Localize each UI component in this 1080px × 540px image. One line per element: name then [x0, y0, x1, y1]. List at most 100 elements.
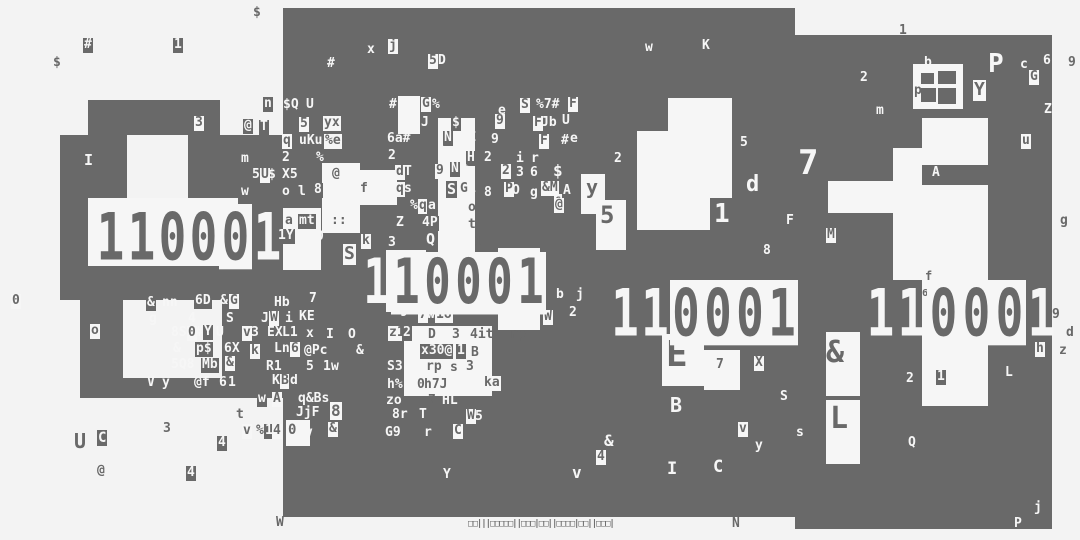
glyph-ce: CE — [328, 198, 344, 213]
white-patch — [596, 200, 626, 250]
glyph-ka: ka — [483, 375, 501, 391]
glyph-b: B — [280, 373, 290, 389]
glyph-z: Z — [468, 130, 476, 145]
glyph-f: F — [786, 213, 794, 228]
glyph-w: w — [331, 359, 339, 374]
white-patch — [398, 96, 420, 134]
glyph-o: o — [282, 184, 290, 199]
glyph-z: Z — [396, 215, 404, 230]
glyph-8: 8 — [330, 401, 342, 421]
glyph-1: 1 — [227, 375, 237, 391]
glyph-r1: R1 — [266, 359, 282, 374]
glyph-4: 4 — [468, 183, 476, 198]
white-patch — [922, 118, 988, 165]
glyph-z: z — [1059, 343, 1067, 358]
glyph-q: Q — [425, 230, 437, 249]
glyph-: @ — [331, 166, 341, 182]
glyph-q: q — [395, 181, 405, 197]
glyph-f: F — [539, 133, 549, 149]
glyph-v: v — [242, 325, 252, 341]
glyph-1: 1 — [322, 359, 332, 375]
glyph-nn: nn — [162, 295, 178, 310]
glyph-: @ — [97, 463, 105, 478]
glyph-5: 5 — [428, 53, 438, 69]
glyph-5: 5 — [600, 201, 615, 229]
glyph-b: B — [471, 345, 479, 360]
glyph-7: 7 — [428, 393, 436, 408]
glyph-v: v — [572, 463, 582, 482]
glyph-j1: j1 — [437, 144, 456, 162]
glyph-d: d — [746, 172, 760, 197]
glyph-h: H — [466, 150, 476, 166]
glyph-0: 0 — [316, 229, 324, 244]
glyph-l1: L1 — [282, 325, 298, 340]
big-digit: 0 — [702, 280, 734, 346]
glyph-5q8: 5Q8 — [171, 357, 195, 372]
glyph-w: W — [269, 310, 279, 326]
glyph-rp: rp — [426, 359, 442, 374]
glyph-7: 7 — [716, 357, 724, 372]
glyph-d: D — [438, 53, 446, 68]
glyph-6d: 6D — [194, 293, 212, 309]
glyph-c: C — [713, 457, 724, 477]
glyph-6: 6 — [922, 288, 929, 299]
glyph-g: G — [1029, 69, 1039, 85]
glyph-s: s — [404, 181, 412, 196]
glyph-b: b — [924, 55, 932, 70]
glyph-d: d — [395, 164, 405, 180]
glyph-8r: 8r — [391, 407, 409, 423]
window-grid-icon — [938, 88, 956, 104]
glyph-p: P — [504, 181, 514, 197]
glyph-: & — [146, 295, 156, 311]
glyph-: & — [826, 335, 845, 370]
glyph-6: 6 — [1043, 53, 1051, 68]
glyph-3: 3 — [466, 359, 474, 374]
glyph-s: S — [343, 243, 356, 265]
glyph-6: 6 — [530, 165, 538, 180]
glyph-w: W — [466, 408, 476, 424]
glyph-w: W — [543, 309, 553, 325]
big-digit: 1 — [897, 274, 926, 351]
glyph-o: O — [512, 183, 520, 198]
glyph-t: t — [468, 217, 476, 232]
glyph-5: 5 — [306, 359, 314, 374]
glyph-: % — [431, 97, 441, 113]
glyph-g: g — [149, 311, 157, 326]
glyph-: % — [410, 198, 418, 213]
glyph-t: T — [404, 164, 412, 179]
glyph-6: 6 — [219, 375, 227, 390]
glyph-p: p — [914, 83, 922, 98]
glyph-7: 7 — [798, 143, 819, 183]
glyph-k: k — [361, 233, 371, 249]
glyph-9: 9 — [1068, 55, 1076, 70]
glyph-y: y — [162, 375, 170, 390]
glyph-j: J — [421, 115, 429, 130]
glyph-i: I — [326, 327, 334, 342]
glyph-0: 0 — [11, 293, 21, 309]
glyph-v: v — [305, 425, 313, 440]
glyph-rp: rp — [510, 327, 526, 342]
glyph-y: y — [755, 438, 763, 453]
glyph-f: f — [925, 269, 933, 283]
white-patch — [826, 400, 860, 464]
glyph-1: 1 — [456, 343, 466, 359]
glyph-hb: Hb — [274, 295, 290, 310]
glyph-u: U — [74, 429, 87, 453]
glyph-1: 1 — [936, 369, 946, 385]
glyph-u: u — [1021, 133, 1031, 149]
glyph-9: 9 — [495, 113, 505, 129]
glyph-4it: 4it — [470, 327, 494, 342]
glyph-3: 3 — [163, 421, 171, 436]
glyph-u: U — [306, 97, 314, 112]
glyph-s: s — [450, 360, 458, 375]
glyph-r: r — [423, 425, 433, 441]
glyph-l: L — [1005, 365, 1013, 380]
glyph-hl: HL — [442, 393, 458, 408]
big-digit: 1 — [96, 198, 125, 275]
big-digit: 0 — [927, 280, 960, 346]
big-digit: 0 — [219, 204, 252, 270]
glyph-: % — [316, 150, 324, 165]
glyph-p: p$ — [195, 341, 213, 357]
